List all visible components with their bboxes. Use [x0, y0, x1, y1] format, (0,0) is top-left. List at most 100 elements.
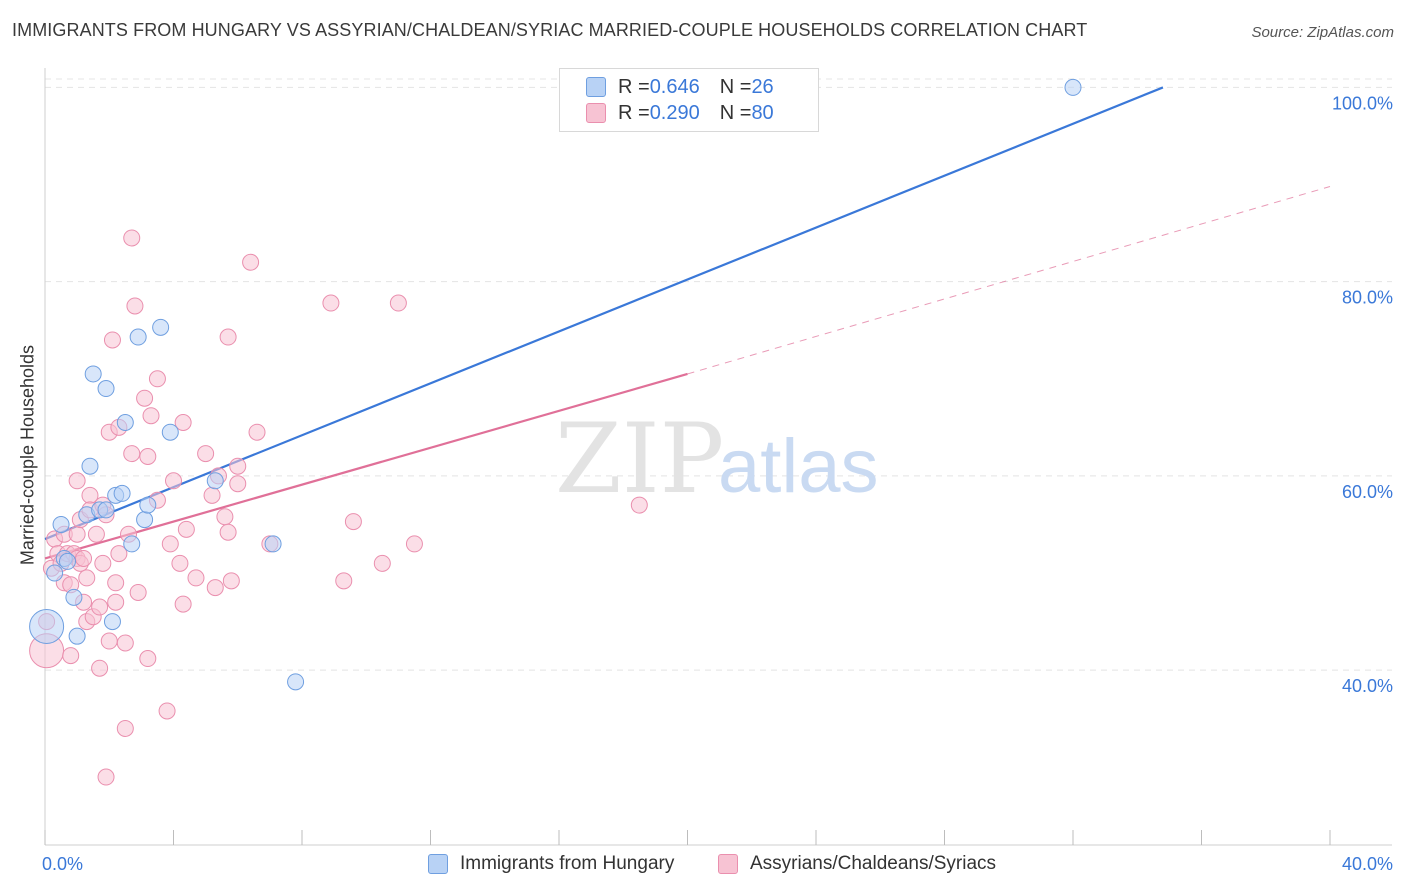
axes [44, 68, 1392, 846]
point-assyrian [91, 659, 109, 677]
point-assyrian [123, 445, 141, 463]
chart-title: IMMIGRANTS FROM HUNGARY VS ASSYRIAN/CHAL… [12, 20, 1088, 40]
point-hungary [81, 457, 99, 475]
point-assyrian [139, 650, 157, 668]
legend-row-hungary: R = 0.646 N = 26 [586, 75, 774, 99]
y-tick-label: 80.0% [1342, 288, 1393, 308]
point-assyrian [123, 229, 141, 247]
x-tick-label-min: 0.0% [42, 854, 83, 874]
point-hungary [103, 613, 121, 631]
legend-r-value: 0.646 [649, 75, 700, 98]
point-hungary [65, 588, 83, 606]
point-hungary [129, 328, 147, 346]
point-hungary [113, 484, 131, 502]
correlation-legend: R = 0.646 N = 26 R = 0.290 N = 80 [559, 68, 819, 132]
point-assyrian [75, 549, 93, 567]
point-hungary [97, 501, 115, 519]
y-axis-label: Married-couple Households [17, 344, 38, 566]
point-assyrian [322, 294, 340, 312]
point-assyrian [630, 496, 648, 514]
point-assyrian [222, 572, 240, 590]
point-assyrian [129, 583, 147, 601]
point-assyrian [161, 535, 179, 553]
point-hungary [206, 472, 224, 490]
point-assyrian [216, 508, 234, 526]
point-assyrian [197, 445, 215, 463]
point-assyrian [389, 294, 407, 312]
point-assyrian [142, 407, 160, 425]
point-assyrian [177, 520, 195, 538]
point-assyrian [174, 595, 192, 613]
point-assyrian [248, 423, 266, 441]
point-assyrian [148, 370, 166, 388]
legend-row-assyrian: R = 0.290 N = 80 [586, 101, 774, 125]
point-hungary [136, 511, 154, 529]
trend-line-assyrian [44, 372, 688, 560]
point-hungary [68, 627, 86, 645]
point-assyrian [62, 647, 80, 665]
grid-lines [45, 78, 1392, 671]
point-assyrian [116, 719, 134, 737]
point-assyrian [97, 768, 115, 786]
legend-r-label: R = [618, 101, 650, 124]
y-tick-label: 100.0% [1332, 93, 1393, 113]
point-hungary [161, 423, 179, 441]
point-hungary [123, 535, 141, 553]
point-hungary [46, 564, 64, 582]
point-assyrian [94, 554, 112, 572]
point-assyrian [219, 523, 237, 541]
point-hungary [139, 496, 157, 514]
point-assyrian [78, 569, 96, 587]
point-assyrian [68, 525, 86, 543]
y-tick-label: 60.0% [1342, 482, 1393, 502]
point-assyrian [139, 448, 157, 465]
data-points [29, 78, 1082, 786]
point-assyrian [103, 331, 121, 349]
bottom-legend-swatch-blue [428, 854, 448, 874]
legend-swatch-pink [586, 103, 606, 123]
point-assyrian [110, 545, 128, 563]
legend-n-value: 26 [751, 75, 774, 98]
tick-labels: 40.0% 60.0% 80.0% 100.0% 0.0% 40.0% [42, 93, 1393, 874]
point-assyrian [107, 574, 125, 592]
point-hungary [116, 414, 134, 432]
point-assyrian [335, 572, 353, 590]
trend-line-assyrian-extension [687, 186, 1331, 375]
point-assyrian [229, 475, 247, 493]
legend-r-label: R = [618, 75, 650, 98]
point-assyrian [107, 593, 125, 611]
y-tick-label: 40.0% [1342, 676, 1393, 696]
point-hungary [264, 535, 282, 553]
point-assyrian [242, 253, 260, 271]
point-assyrian [373, 554, 391, 572]
legend-r-value: 0.290 [649, 101, 700, 124]
bottom-legend-assyrian: Assyrians/Chaldeans/Syriacs [718, 850, 996, 878]
point-hungary [152, 318, 170, 336]
point-assyrian [405, 535, 423, 553]
point-assyrian [68, 472, 86, 490]
bottom-legend-label: Immigrants from Hungary [460, 853, 675, 874]
point-assyrian [229, 457, 247, 475]
bottom-legend-label: Assyrians/Chaldeans/Syriacs [750, 853, 997, 874]
source-credit: Source: ZipAtlas.com [1251, 24, 1394, 41]
legend-swatch-blue [586, 77, 606, 97]
watermark-atlas: atlas [718, 424, 879, 509]
point-assyrian [116, 634, 134, 652]
point-assyrian [158, 702, 176, 720]
point-hungary [58, 552, 76, 570]
point-assyrian [174, 414, 192, 432]
legend-n-value: 80 [751, 101, 774, 124]
point-assyrian [136, 389, 154, 407]
point-assyrian [126, 297, 144, 315]
watermark-zip: ZIP [555, 403, 724, 515]
bottom-legend-swatch-pink [718, 854, 738, 874]
point-hungary [29, 608, 65, 644]
point-assyrian [165, 472, 182, 490]
legend-n-label: N = [719, 75, 752, 98]
point-hungary [84, 365, 102, 383]
point-assyrian [219, 328, 237, 346]
legend-n-label: N = [719, 101, 752, 124]
point-assyrian [344, 513, 362, 531]
x-tick-label-max: 40.0% [1342, 854, 1393, 874]
